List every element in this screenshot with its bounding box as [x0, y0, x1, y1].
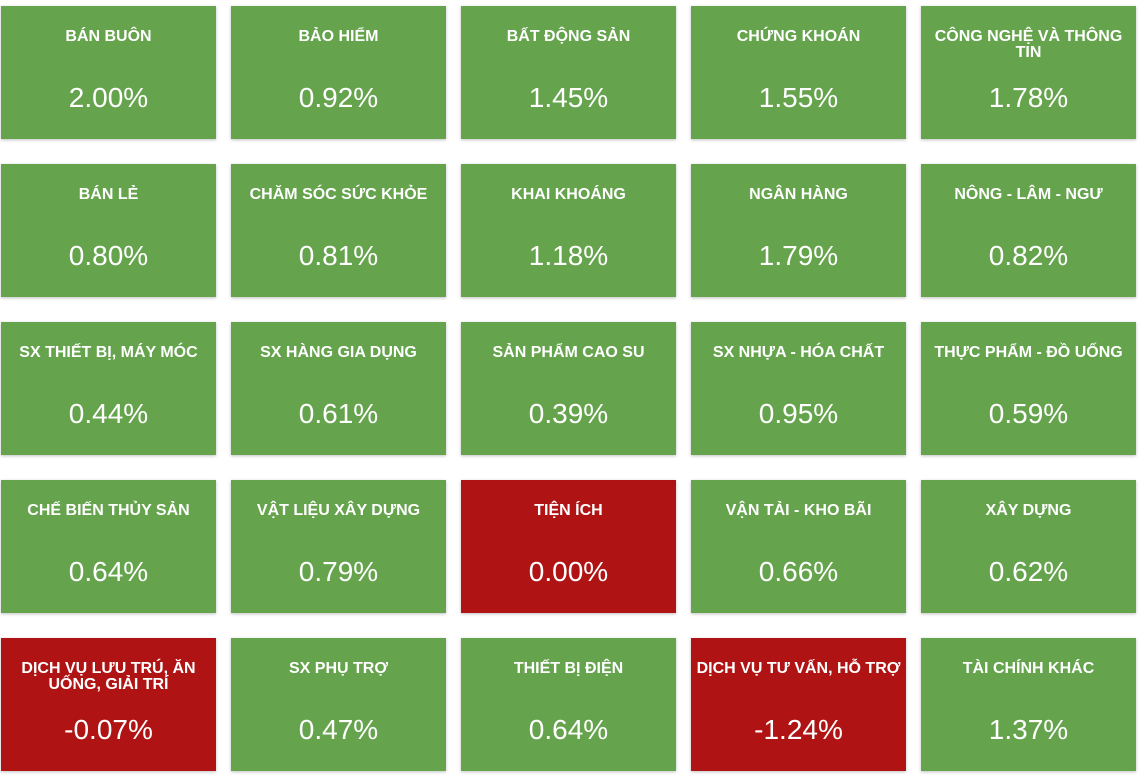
- sector-name: SX HÀNG GIA DỤNG: [260, 344, 417, 361]
- sector-change: 0.44%: [68, 398, 149, 429]
- sector-name: BÁN LẺ: [78, 186, 139, 203]
- sector-change: 1.45%: [528, 82, 609, 113]
- sector-change: 0.00%: [528, 556, 609, 587]
- sector-tile[interactable]: KHAI KHOÁNG 1.18%: [461, 164, 676, 297]
- sector-tile[interactable]: DỊCH VỤ TƯ VẤN, HỖ TRỢ -1.24%: [691, 638, 906, 771]
- sector-tile[interactable]: DỊCH VỤ LƯU TRÚ, ĂN UỐNG, GIẢI TRÍ -0.07%: [1, 638, 216, 771]
- sector-change: 0.61%: [298, 398, 379, 429]
- sector-name: CHẾ BIẾN THỦY SẢN: [27, 502, 190, 519]
- sector-tile[interactable]: CHỨNG KHOÁN 1.55%: [691, 6, 906, 139]
- sector-name: VẬT LIỆU XÂY DỰNG: [256, 502, 421, 519]
- sector-name: SX THIẾT BỊ, MÁY MÓC: [19, 344, 198, 361]
- sector-change: 1.79%: [758, 240, 839, 271]
- sector-name: NÔNG - LÂM - NGƯ: [954, 186, 1103, 203]
- sector-heatmap-grid: BÁN BUÔN 2.00% BẢO HIỂM 0.92% BẤT ĐỘNG SẢN…: [1, 6, 1136, 771]
- sector-tile[interactable]: BÁN LẺ 0.80%: [1, 164, 216, 297]
- sector-tile[interactable]: TIỆN ÍCH 0.00%: [461, 480, 676, 613]
- sector-name: DỊCH VỤ LƯU TRÚ, ĂN UỐNG, GIẢI TRÍ: [21, 660, 196, 693]
- sector-name: CHỨNG KHOÁN: [736, 28, 861, 45]
- sector-change: -0.07%: [64, 714, 153, 745]
- sector-tile[interactable]: SX HÀNG GIA DỤNG 0.61%: [231, 322, 446, 455]
- sector-tile[interactable]: VẬT LIỆU XÂY DỰNG 0.79%: [231, 480, 446, 613]
- sector-tile[interactable]: CHĂM SÓC SỨC KHỎE 0.81%: [231, 164, 446, 297]
- sector-tile[interactable]: XÂY DỰNG 0.62%: [921, 480, 1136, 613]
- sector-tile[interactable]: NGÂN HÀNG 1.79%: [691, 164, 906, 297]
- sector-tile[interactable]: BẢO HIỂM 0.92%: [231, 6, 446, 139]
- sector-name: DỊCH VỤ TƯ VẤN, HỖ TRỢ: [696, 660, 901, 677]
- sector-name: BẤT ĐỘNG SẢN: [506, 28, 631, 45]
- sector-name: TÀI CHÍNH KHÁC: [962, 660, 1095, 677]
- sector-change: 1.18%: [528, 240, 609, 271]
- sector-name: CHĂM SÓC SỨC KHỎE: [249, 186, 428, 203]
- sector-name: VẬN TẢI - KHO BÃI: [725, 502, 872, 519]
- sector-change: 1.78%: [988, 82, 1069, 113]
- sector-tile[interactable]: NÔNG - LÂM - NGƯ 0.82%: [921, 164, 1136, 297]
- sector-change: 0.92%: [298, 82, 379, 113]
- sector-name: SẢN PHẨM CAO SU: [492, 344, 645, 361]
- sector-name: BÁN BUÔN: [65, 28, 152, 45]
- sector-name: SX NHỰA - HÓA CHẤT: [712, 344, 885, 361]
- sector-tile[interactable]: SẢN PHẨM CAO SU 0.39%: [461, 322, 676, 455]
- sector-tile[interactable]: THỰC PHẨM - ĐỒ UỐNG 0.59%: [921, 322, 1136, 455]
- sector-name: THỰC PHẨM - ĐỒ UỐNG: [934, 344, 1123, 361]
- sector-change: 0.79%: [298, 556, 379, 587]
- sector-tile[interactable]: SX NHỰA - HÓA CHẤT 0.95%: [691, 322, 906, 455]
- sector-name: TIỆN ÍCH: [534, 502, 603, 519]
- sector-change: 2.00%: [68, 82, 149, 113]
- sector-change: 0.59%: [988, 398, 1069, 429]
- sector-change: 0.95%: [758, 398, 839, 429]
- sector-change: 0.66%: [758, 556, 839, 587]
- sector-change: 0.64%: [528, 714, 609, 745]
- sector-name: CÔNG NGHỆ VÀ THÔNG TIN: [934, 28, 1123, 61]
- sector-change: 0.39%: [528, 398, 609, 429]
- sector-tile[interactable]: TÀI CHÍNH KHÁC 1.37%: [921, 638, 1136, 771]
- sector-tile[interactable]: SX PHỤ TRỢ 0.47%: [231, 638, 446, 771]
- sector-change: 0.64%: [68, 556, 149, 587]
- sector-name: XÂY DỰNG: [985, 502, 1072, 519]
- sector-change: 0.62%: [988, 556, 1069, 587]
- sector-change: 0.81%: [298, 240, 379, 271]
- sector-change: 0.80%: [68, 240, 149, 271]
- sector-name: SX PHỤ TRỢ: [289, 660, 388, 677]
- sector-change: 0.82%: [988, 240, 1069, 271]
- sector-tile[interactable]: BẤT ĐỘNG SẢN 1.45%: [461, 6, 676, 139]
- sector-change: 1.37%: [988, 714, 1069, 745]
- sector-tile[interactable]: CHẾ BIẾN THỦY SẢN 0.64%: [1, 480, 216, 613]
- sector-tile[interactable]: CÔNG NGHỆ VÀ THÔNG TIN 1.78%: [921, 6, 1136, 139]
- sector-name: BẢO HIỂM: [298, 28, 379, 45]
- sector-change: 1.55%: [758, 82, 839, 113]
- sector-name: NGÂN HÀNG: [749, 186, 848, 203]
- sector-tile[interactable]: THIẾT BỊ ĐIỆN 0.64%: [461, 638, 676, 771]
- sector-change: -1.24%: [754, 714, 843, 745]
- sector-change: 0.47%: [298, 714, 379, 745]
- sector-tile[interactable]: BÁN BUÔN 2.00%: [1, 6, 216, 139]
- sector-name: THIẾT BỊ ĐIỆN: [513, 660, 624, 677]
- sector-tile[interactable]: VẬN TẢI - KHO BÃI 0.66%: [691, 480, 906, 613]
- sector-tile[interactable]: SX THIẾT BỊ, MÁY MÓC 0.44%: [1, 322, 216, 455]
- sector-name: KHAI KHOÁNG: [511, 186, 626, 203]
